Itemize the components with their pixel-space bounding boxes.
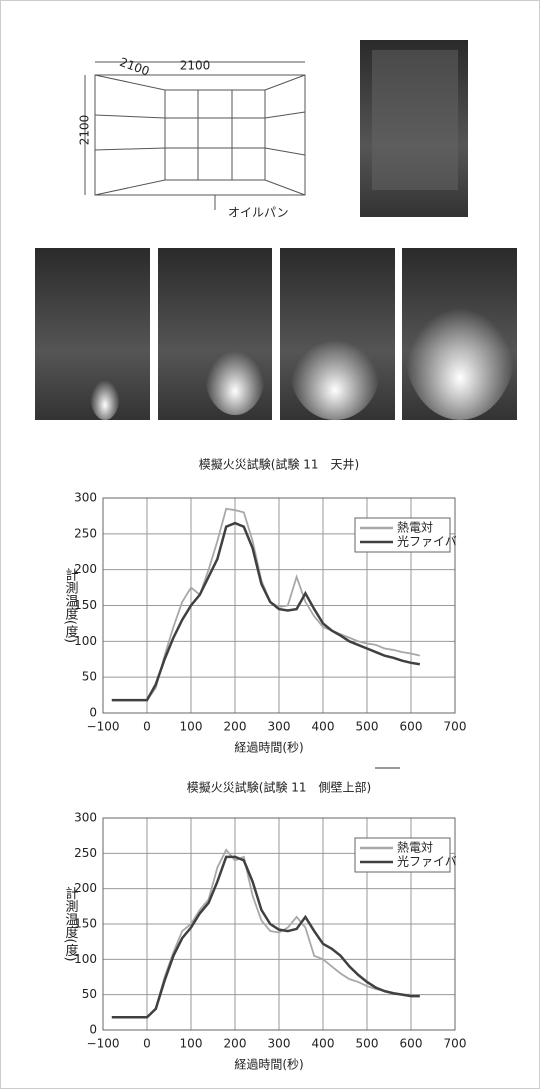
x-tick-label: 100 (180, 1037, 203, 1051)
dim-label: オイルパン (228, 206, 289, 220)
dim-label: 2100 (180, 59, 211, 73)
x-tick-label: 100 (180, 720, 203, 734)
x-tick-label: 500 (356, 1037, 379, 1051)
x-tick-label: 600 (400, 720, 423, 734)
y-tick-label: 50 (82, 670, 97, 684)
x-tick-label: 0 (143, 720, 151, 734)
y-axis-label: 計測温度(度) (63, 567, 79, 643)
chart-title: 模擬火災試験(試験 11 側壁上部) (187, 780, 371, 795)
x-tick-label: 200 (224, 1037, 247, 1051)
y-tick-label: 200 (74, 562, 97, 576)
x-tick-label: 500 (356, 720, 379, 734)
x-tick-label: 700 (444, 720, 467, 734)
y-tick-label: 0 (89, 1023, 97, 1037)
legend-label: 熱電対 (397, 841, 433, 855)
x-axis-label: 経過時間(秒) (234, 1058, 303, 1072)
y-tick-label: 300 (74, 491, 97, 505)
x-tick-label: 300 (268, 1037, 291, 1051)
y-tick-label: 250 (74, 526, 97, 540)
y-tick-label: 150 (74, 598, 97, 612)
x-tick-label: 300 (268, 720, 291, 734)
y-tick-label: 200 (74, 881, 97, 895)
page: 2100 2100 2100 オイルパン 模擬火災試験(試験 11 天井) 0 50… (0, 0, 540, 1089)
y-tick-label: 100 (74, 634, 97, 648)
x-tick-label: 400 (312, 720, 335, 734)
y-tick-label: 50 (82, 987, 97, 1001)
series-line (112, 857, 420, 1017)
x-tick-label: −100 (87, 720, 120, 734)
x-tick-label: 200 (224, 720, 247, 734)
y-tick-label: 100 (74, 952, 97, 966)
legend-label: 光ファイバ (397, 535, 457, 549)
chart-title: 模擬火災試験(試験 11 天井) (199, 457, 359, 472)
y-tick-label: 300 (74, 811, 97, 825)
series-line (112, 850, 420, 1017)
y-tick-label: 150 (74, 917, 97, 931)
dim-label: 2100 (78, 115, 92, 146)
x-tick-label: −100 (87, 1037, 120, 1051)
x-axis-label: 経過時間(秒) (234, 741, 303, 755)
photos (35, 40, 517, 420)
diagram: 2100 2100 2100 オイルパン (78, 55, 306, 220)
x-tick-label: 700 (444, 1037, 467, 1051)
legend-label: 光ファイバ (397, 855, 457, 869)
x-tick-label: 0 (143, 1037, 151, 1051)
y-tick-label: 0 (89, 706, 97, 720)
legend-label: 熱電対 (397, 521, 433, 535)
y-tick-label: 250 (74, 846, 97, 860)
x-tick-label: 400 (312, 1037, 335, 1051)
x-tick-label: 600 (400, 1037, 423, 1051)
y-axis-label: 計測温度(度) (63, 886, 79, 962)
